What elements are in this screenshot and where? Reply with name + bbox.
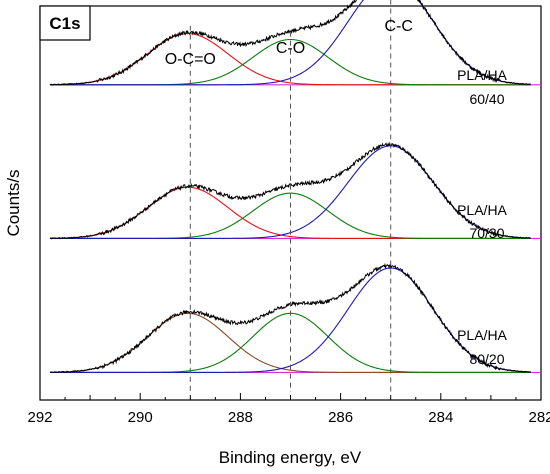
panel-label: C1s (49, 14, 80, 33)
sample-label: PLA/HA (457, 67, 507, 83)
sample-label: PLA/HA (457, 327, 507, 343)
peak-label: C-C (384, 18, 412, 35)
sample-label: 80/20 (469, 351, 504, 367)
y-axis-title: Counts/s (4, 169, 23, 236)
x-tick-label: 292 (27, 409, 52, 426)
peak-label: C-O (276, 40, 305, 57)
spectrum-group (50, 265, 541, 373)
sample-label: PLA/HA (457, 202, 507, 218)
peak-label: O-C=O (165, 51, 216, 68)
x-tick-label: 282 (528, 409, 550, 426)
x-axis-title: Binding energy, eV (219, 448, 362, 467)
x-tick-label: 288 (228, 409, 253, 426)
x-tick-label: 284 (428, 409, 453, 426)
sample-label: 60/40 (469, 91, 504, 107)
sample-label: 70/30 (469, 225, 504, 241)
peak-labels-layer: O-C=O C-O C-C (165, 18, 413, 68)
spectrum-group (50, 143, 541, 239)
sample-labels-layer: PLA/HA 60/40 PLA/HA 70/30 PLA/HA 80/20 (457, 67, 507, 367)
x-ticks-layer: 292 290 288 286 284 282 (27, 393, 550, 426)
x-tick-label: 290 (128, 409, 153, 426)
x-tick-label: 286 (328, 409, 353, 426)
